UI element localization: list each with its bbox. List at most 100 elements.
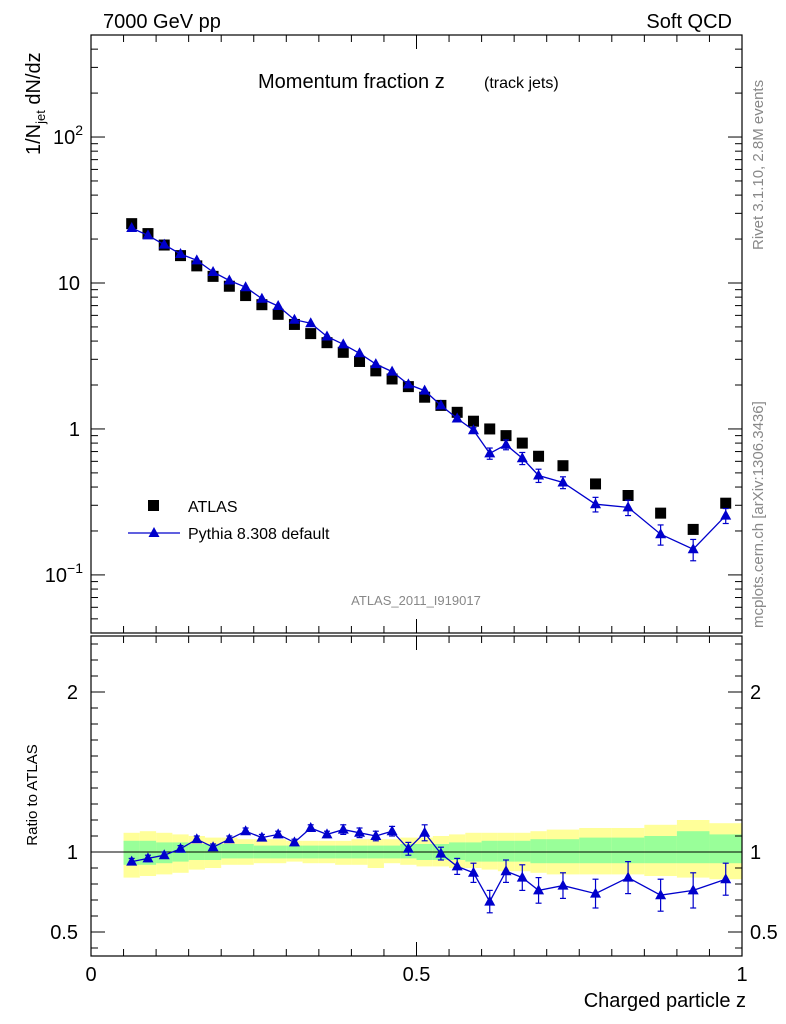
- atlas-point: [451, 406, 463, 418]
- ratio-band-inner: [546, 839, 580, 864]
- energy-label: 7000 GeV pp: [103, 11, 221, 33]
- pythia-point: [142, 229, 154, 240]
- pythia-point: [288, 313, 300, 324]
- pythia-point: [533, 469, 545, 480]
- ratio-point: [435, 847, 447, 858]
- ratio-point: [533, 884, 545, 895]
- main-ylabel: 1/Njet dN/dz: [23, 52, 48, 155]
- pythia-point: [191, 254, 203, 265]
- atlas-point: [256, 299, 268, 311]
- y-tick-label: 102: [53, 122, 83, 149]
- ratio-frame: [90, 635, 743, 957]
- pythia-point: [687, 543, 699, 554]
- main-subtitle: (track jets): [484, 75, 559, 92]
- ratio-point: [590, 887, 602, 898]
- ratio-point: [370, 830, 382, 840]
- main-title: Momentum fraction z: [258, 71, 445, 93]
- ratio-band-inner: [611, 837, 645, 864]
- pythia-point: [622, 501, 634, 512]
- ratio-y-tick-label: 0.5: [50, 922, 78, 944]
- pythia-point: [467, 424, 479, 435]
- ratio-y-tick-label: 1: [67, 842, 78, 864]
- ratio-point: [256, 831, 268, 842]
- pythia-point: [386, 365, 398, 376]
- pythia-point: [321, 330, 333, 341]
- ratio-band-inner: [579, 837, 612, 864]
- ratio-band-inner: [123, 840, 140, 865]
- atlas-point: [305, 328, 317, 340]
- rivet-label: Rivet 3.1.10, 2.8M events: [750, 80, 767, 250]
- analysis-tag: ATLAS_2011_I919017: [351, 593, 481, 608]
- atlas-point: [557, 460, 569, 472]
- atlas-point: [272, 308, 284, 320]
- ratio-point: [305, 822, 317, 832]
- pythia-point: [175, 247, 187, 258]
- pythia-point: [451, 412, 463, 423]
- atlas-point: [191, 260, 203, 272]
- pythia-point: [484, 447, 496, 458]
- atlas-point: [484, 423, 496, 435]
- ratio-point: [321, 828, 333, 839]
- atlas-point: [687, 523, 699, 535]
- ratio-y-tick-label: 2: [67, 682, 78, 704]
- pythia-point: [256, 292, 268, 303]
- ratio-point: [386, 825, 398, 836]
- main-frame: [90, 34, 743, 634]
- pythia-point: [419, 384, 431, 395]
- ratio-line: [131, 827, 726, 903]
- ratio-point: [451, 860, 463, 871]
- pythia-point: [126, 222, 138, 233]
- ratio-point: [288, 836, 300, 847]
- pythia-point: [158, 238, 170, 249]
- pythia-point: [354, 347, 366, 358]
- pythia-point: [655, 528, 667, 539]
- atlas-point: [337, 346, 349, 358]
- x-tick-label: 1: [736, 964, 747, 986]
- atlas-point: [720, 497, 732, 509]
- atlas-point: [321, 337, 333, 349]
- pythia-point: [516, 452, 528, 463]
- atlas-point: [370, 365, 382, 377]
- pythia-point: [500, 438, 512, 449]
- ratio-band-inner: [221, 844, 238, 859]
- legend-pythia-marker: [148, 527, 160, 537]
- ratio-band-inner: [481, 840, 498, 862]
- ratio-band-inner: [709, 834, 742, 864]
- atlas-point: [419, 391, 431, 403]
- legend: ATLAS Pythia 8.308 default: [128, 499, 330, 543]
- ratio-point: [191, 833, 203, 844]
- ratio-point: [126, 855, 138, 866]
- x-axis-label: Charged particle z: [584, 990, 746, 1012]
- pythia-point: [402, 378, 414, 389]
- process-label: Soft QCD: [646, 11, 732, 33]
- ratio-band-inner: [237, 844, 254, 859]
- ratio-point: [557, 879, 569, 890]
- source-label: mcplots.cern.ch [arXiv:1306.3436]: [750, 401, 767, 628]
- atlas-point: [590, 478, 602, 490]
- ratio-point: [687, 884, 699, 895]
- ratio-band-inner: [514, 840, 531, 862]
- pythia-point: [557, 476, 569, 487]
- pythia-point: [305, 317, 317, 328]
- ratio-point: [467, 866, 479, 877]
- ratio-point: [500, 865, 512, 876]
- atlas-point: [500, 430, 512, 442]
- ratio-point: [354, 826, 366, 837]
- ratio-point: [484, 895, 496, 906]
- x-tick-label: 0.5: [403, 964, 431, 986]
- pythia-point: [240, 281, 252, 292]
- ratio-ylabel: Ratio to ATLAS: [24, 744, 41, 845]
- atlas-point: [655, 507, 667, 519]
- pythia-point: [272, 300, 284, 311]
- ratio-point: [272, 828, 284, 839]
- ratio-y-tick-label-right: 2: [750, 682, 761, 704]
- ratio-point: [240, 825, 252, 836]
- pythia-point: [223, 274, 235, 285]
- main-panel: Momentum fraction z (track jets) ATLAS_2…: [23, 34, 743, 634]
- ratio-point: [142, 852, 154, 863]
- atlas-point: [354, 355, 366, 367]
- x-tick-label: 0: [85, 964, 96, 986]
- pythia-point: [435, 399, 447, 410]
- atlas-point: [223, 280, 235, 292]
